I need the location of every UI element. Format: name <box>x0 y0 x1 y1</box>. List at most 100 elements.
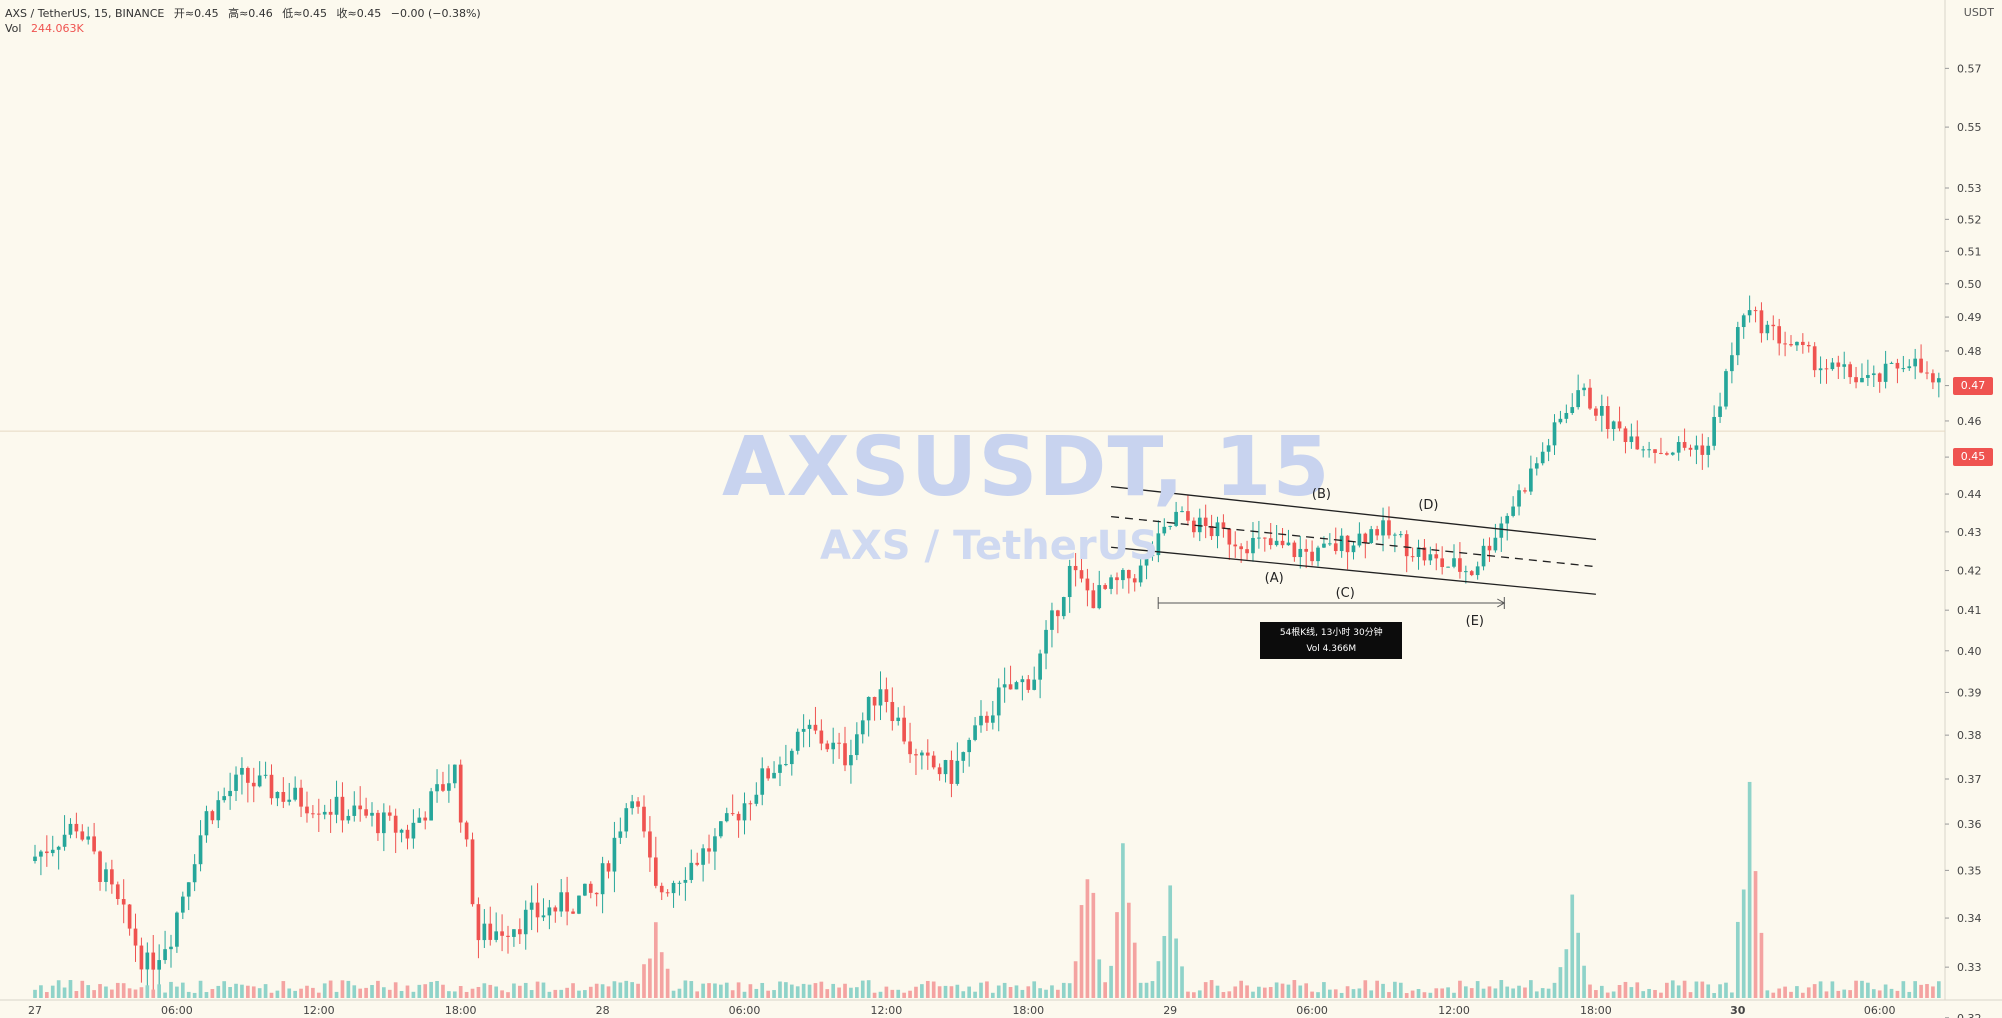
volume-bar <box>240 984 244 998</box>
time-axis-labels: 27 06:00 12:00 18:00 28 06:00 12:00 18:00 29 06:0… <box>28 1004 1896 1017</box>
candle-body <box>299 787 303 807</box>
volume-bar <box>358 988 363 998</box>
candle <box>1192 517 1196 538</box>
candle <box>447 764 451 803</box>
volume-bar <box>56 980 61 998</box>
volume-bar <box>506 992 510 998</box>
candle-body <box>860 720 865 735</box>
volume-bar <box>902 992 906 998</box>
candle-body <box>642 806 646 832</box>
candle <box>482 909 487 948</box>
candle <box>1002 667 1007 703</box>
candle <box>1458 542 1462 579</box>
volume-bar <box>1121 843 1125 998</box>
candle-body <box>1824 368 1829 370</box>
volume-bar <box>967 986 972 998</box>
candle <box>996 678 1001 732</box>
candle-body <box>588 883 593 893</box>
candle <box>1564 404 1569 424</box>
volume-bar <box>1044 989 1048 998</box>
candle-body <box>1221 522 1226 529</box>
candle <box>1487 537 1492 562</box>
candle-body <box>1233 544 1238 547</box>
candle-body <box>169 946 173 950</box>
candle <box>1174 501 1178 528</box>
price-axis-unit[interactable]: USDT <box>1963 6 1994 19</box>
candle <box>1848 361 1852 384</box>
volume-bar <box>1712 993 1716 998</box>
volume-bar <box>50 985 55 998</box>
candle <box>1038 649 1042 699</box>
volume-bar <box>1115 912 1119 998</box>
volume-bar <box>819 981 824 998</box>
candle <box>1540 442 1545 466</box>
volume-bar <box>68 980 73 998</box>
volume-bar <box>730 990 735 998</box>
volume-bar <box>1310 991 1314 998</box>
candle <box>500 914 504 952</box>
time-tick-label: 18:00 <box>1580 1004 1612 1017</box>
volume-bar <box>257 988 262 998</box>
volume-bar <box>1268 987 1273 998</box>
candle <box>269 764 274 805</box>
volume-bar <box>1659 992 1663 998</box>
candle-body <box>316 813 321 815</box>
candle-body <box>376 812 380 834</box>
candle-body <box>1393 534 1397 536</box>
time-tick-label: 18:00 <box>445 1004 477 1017</box>
volume-bar <box>1629 987 1634 998</box>
volume-bar <box>1079 905 1084 998</box>
volume-bar <box>1345 986 1350 998</box>
volume-bar <box>1936 981 1941 998</box>
candle-body <box>1871 373 1876 376</box>
candle <box>39 849 43 876</box>
volume-bar <box>62 987 67 998</box>
candle <box>1404 530 1409 573</box>
candle-body <box>1103 585 1107 589</box>
volume-bar <box>719 984 723 998</box>
candle <box>1605 396 1610 439</box>
legend-vol-label[interactable]: Vol <box>5 22 22 35</box>
candle-body <box>393 815 398 833</box>
volume-bar <box>559 989 564 998</box>
candle <box>1268 522 1273 550</box>
volume-bar <box>571 983 575 998</box>
volume-bar <box>423 984 428 998</box>
candle-body <box>778 764 782 773</box>
volume-bar <box>612 981 617 998</box>
candle <box>748 800 753 821</box>
volume-bar <box>340 980 345 998</box>
candle-body <box>1097 585 1102 609</box>
candle <box>1422 539 1427 566</box>
volume-bar <box>352 985 357 998</box>
candle <box>1044 620 1048 670</box>
candle <box>1050 602 1054 648</box>
volume-bar <box>104 986 108 998</box>
candle <box>1375 525 1379 541</box>
candle <box>529 885 534 931</box>
candle-body <box>512 929 516 937</box>
volume-bar <box>1789 991 1793 998</box>
candle <box>257 761 262 788</box>
wave-label: (E) <box>1465 614 1484 630</box>
candle <box>707 834 711 864</box>
candle <box>1588 379 1592 410</box>
legend-vol-value: 244.063K <box>30 22 84 35</box>
candle-body <box>1316 547 1320 562</box>
candle-body <box>186 882 191 897</box>
wave-label: (D) <box>1418 498 1439 514</box>
candle-body <box>1020 679 1025 683</box>
volume-bar <box>1280 983 1285 998</box>
legend-symbol[interactable]: AXS / TetherUS, 15, BINANCE <box>5 7 165 20</box>
candle-body <box>967 739 972 753</box>
candle <box>169 934 173 968</box>
candle <box>1842 351 1847 379</box>
volume-bar <box>689 981 694 998</box>
candle-body <box>476 904 481 941</box>
candle-body <box>293 787 297 800</box>
candle-body <box>1540 451 1545 464</box>
candle <box>464 820 469 847</box>
candle <box>837 732 841 759</box>
